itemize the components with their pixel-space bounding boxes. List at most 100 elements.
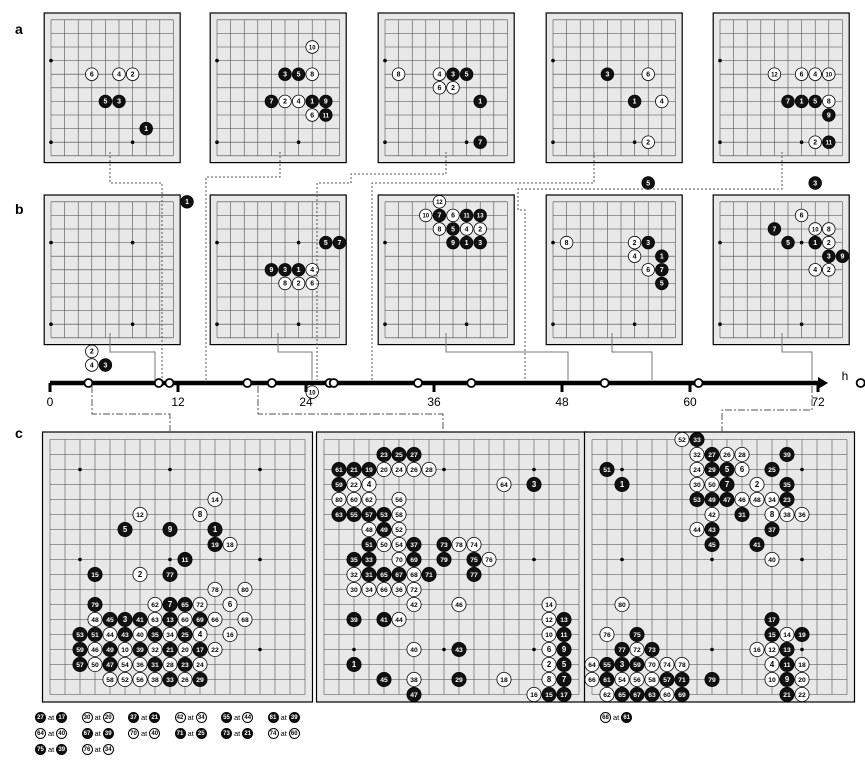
- white-stone: 44: [391, 612, 407, 628]
- move-number: 51: [603, 467, 611, 474]
- black-stone: 13: [779, 642, 795, 658]
- black-stone: 41: [132, 612, 148, 628]
- white-stone: 10: [117, 642, 133, 658]
- move-number: 21: [350, 467, 358, 474]
- move-number: 69: [196, 617, 204, 624]
- board-a-4: 3 6 1 4 2 5: [545, 12, 683, 190]
- white-stone: 44: [242, 712, 254, 723]
- white-stone: 8: [541, 672, 557, 688]
- white-stone: 72: [192, 597, 208, 613]
- move-number: 10: [545, 632, 553, 639]
- move-number: 13: [560, 617, 568, 624]
- black-stone: 5: [808, 94, 822, 109]
- move-number: 52: [395, 527, 403, 534]
- timeline-event-marker: [328, 378, 339, 388]
- move-number: 9: [168, 525, 173, 534]
- move-number: 5: [660, 281, 664, 288]
- black-stone: 57: [361, 506, 377, 522]
- white-stone: 58: [102, 672, 118, 688]
- move-number: 6: [646, 71, 650, 78]
- move-number: 1: [297, 267, 301, 274]
- white-stone: 66: [584, 672, 600, 688]
- black-stone: 69: [192, 612, 208, 628]
- move-number: 16: [226, 632, 234, 639]
- black-stone: 5: [459, 67, 474, 81]
- white-stone: 28: [162, 657, 178, 673]
- black-stone: 69: [406, 552, 422, 568]
- star-point: [49, 322, 53, 327]
- white-stone: 56: [391, 491, 407, 507]
- link-b3: [445, 333, 569, 380]
- black-stone: 27: [704, 446, 720, 462]
- white-stone: 4: [432, 67, 447, 81]
- white-stone: 22: [207, 642, 223, 658]
- white-stone: 68: [600, 712, 611, 723]
- move-number: 74: [470, 542, 478, 549]
- move-number: 4: [813, 267, 817, 274]
- move-number: 9: [562, 645, 567, 654]
- move-number: 77: [618, 647, 626, 654]
- black-stone: 9: [822, 108, 836, 122]
- star-point: [464, 322, 469, 327]
- white-stone: 8: [391, 67, 406, 81]
- star-point: [383, 322, 387, 327]
- timeline-event-marker: [693, 378, 704, 388]
- black-stone: 35: [779, 476, 795, 492]
- black-stone: 33: [162, 672, 178, 688]
- move-number: 12: [136, 512, 144, 519]
- white-stone: 4: [361, 476, 377, 492]
- white-stone: 20: [376, 461, 392, 477]
- move-number: 6: [310, 281, 314, 288]
- black-stone: 5: [719, 461, 735, 477]
- black-stone: 31: [147, 657, 163, 673]
- white-stone: 14: [541, 597, 557, 613]
- white-stone: 72: [406, 582, 422, 598]
- white-stone: 12: [764, 642, 780, 658]
- black-stone: 79: [704, 672, 720, 688]
- white-stone: 10: [419, 208, 433, 223]
- move-number: 37: [768, 527, 776, 534]
- black-stone: 7: [332, 235, 347, 250]
- black-stone: 1: [305, 94, 319, 109]
- black-stone: 75: [35, 744, 46, 755]
- move-number: 1: [620, 480, 625, 489]
- move-number: 9: [785, 675, 790, 684]
- move-number: 2: [755, 480, 760, 489]
- move-number: 6: [90, 71, 94, 78]
- black-stone: 65: [177, 597, 193, 613]
- white-stone: 4: [85, 358, 99, 372]
- white-stone: 6: [541, 642, 557, 658]
- star-point: [215, 140, 219, 144]
- white-stone: 70: [391, 552, 407, 568]
- white-stone: 24: [192, 657, 208, 673]
- move-number: 2: [131, 71, 135, 78]
- black-stone: 13: [556, 612, 572, 628]
- white-stone: 46: [451, 597, 467, 613]
- move-number: 50: [91, 662, 99, 669]
- black-stone: 19: [207, 537, 223, 553]
- black-stone: 7: [473, 135, 487, 149]
- link-c3: [721, 386, 813, 432]
- at-word: at: [48, 745, 55, 754]
- move-number: 7: [168, 600, 172, 609]
- white-stone: 30: [346, 582, 362, 598]
- black-stone: 61: [599, 672, 615, 688]
- white-stone: 76: [81, 744, 93, 755]
- white-stone: 78: [451, 537, 467, 553]
- white-stone: 32: [346, 567, 362, 583]
- axis-tick-label: 60: [683, 395, 697, 409]
- white-stone: 78: [207, 582, 223, 598]
- move-number: 3: [532, 480, 537, 489]
- black-stone: 5: [319, 235, 333, 250]
- black-stone: 3: [112, 94, 126, 109]
- link-b5: [781, 333, 813, 380]
- move-number: 34: [768, 497, 776, 504]
- white-stone: 44: [689, 522, 705, 538]
- move-number: 4: [90, 362, 94, 369]
- link-b1: [109, 333, 156, 380]
- white-stone: 6: [641, 263, 655, 277]
- move-number: 11: [826, 140, 833, 146]
- panel-label-a: a: [15, 21, 23, 37]
- move-number: 73: [440, 542, 448, 549]
- move-number: 3: [646, 240, 650, 247]
